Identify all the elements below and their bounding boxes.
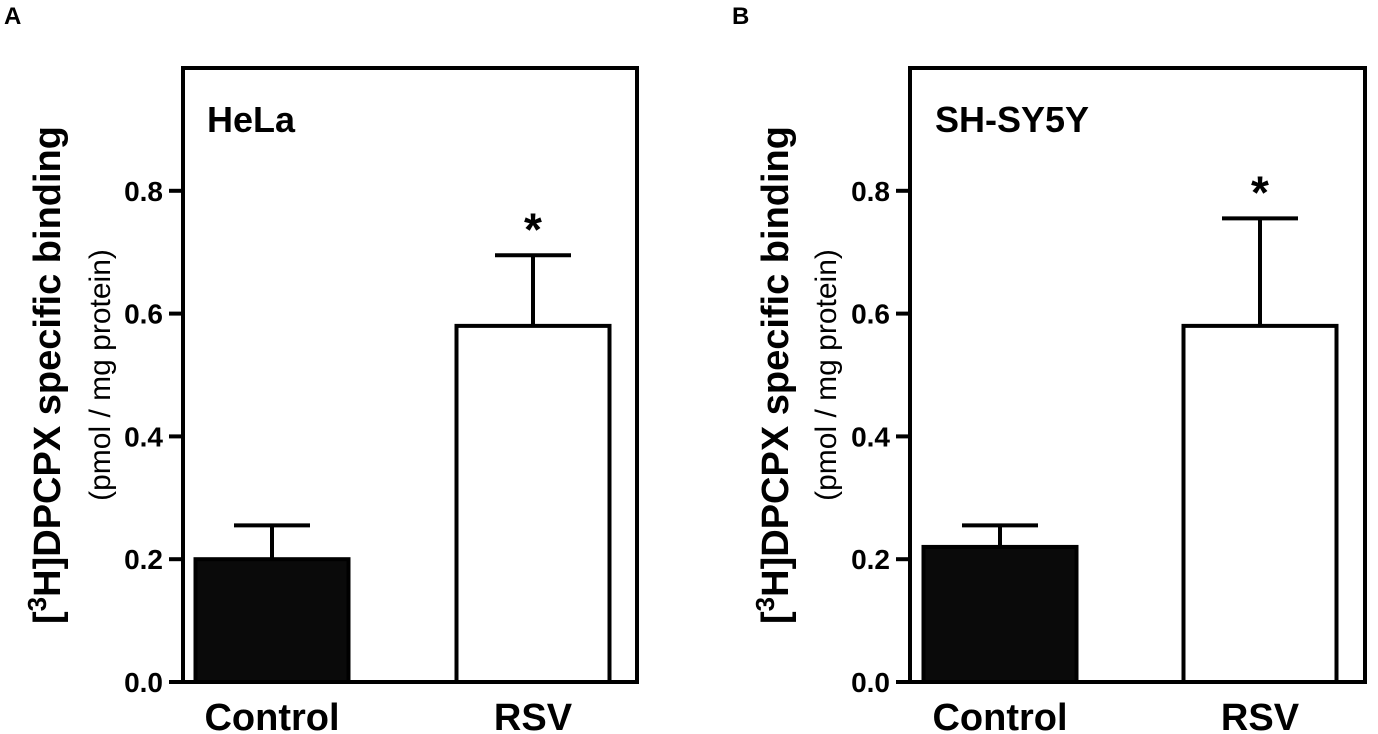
y-axis-label-main: DPCPX specific binding [755, 126, 797, 557]
y-tick-label: 0.8 [851, 176, 890, 207]
plot-frame [181, 66, 639, 684]
panel-label: B [732, 3, 749, 30]
y-axis-label: [3H]DPCPX specific binding [750, 126, 797, 624]
significance-asterisk: * [524, 203, 542, 255]
y-tick-label: 0.6 [851, 299, 890, 330]
y-ticks: 0.0 0.2 0.4 0.6 0.8 [124, 176, 183, 698]
x-category-label: RSV [1221, 697, 1300, 734]
y-tick-label: 0.2 [851, 544, 890, 575]
y-tick-label: 0.8 [124, 176, 163, 207]
y-axis-label: [3H]DPCPX specific binding [22, 126, 69, 624]
x-category-label: RSV [494, 697, 573, 734]
y-ticks: 0.0 0.2 0.4 0.6 0.8 [851, 176, 910, 698]
bar-rsv [1181, 323, 1339, 684]
y-tick-label: 0.0 [124, 667, 163, 698]
panel-label: A [4, 3, 21, 30]
cell-line-label: SH-SY5Y [935, 99, 1089, 140]
y-tick-label: 0.2 [124, 544, 163, 575]
bar-control [921, 544, 1079, 684]
x-category-label: Control [932, 697, 1067, 734]
y-axis-sublabel: (pmol / mg protein) [84, 249, 117, 501]
plot-frame [908, 66, 1367, 684]
y-tick-label: 0.4 [851, 421, 890, 452]
bar-rsv [454, 323, 612, 684]
x-category-label: Control [204, 697, 339, 734]
y-axis-label-superscript: 3 [22, 597, 52, 611]
panel-a: A [3H]DPCPX specific binding (pmol / mg … [4, 3, 639, 734]
bars: Control * RSV [193, 203, 612, 734]
significance-asterisk: * [1251, 166, 1269, 218]
y-tick-label: 0.6 [124, 299, 163, 330]
panel-b: B [3H]DPCPX specific binding (pmol / mg … [732, 3, 1367, 734]
cell-line-label: HeLa [207, 99, 296, 140]
y-tick-label: 0.0 [851, 667, 890, 698]
y-axis-label-superscript: 3 [750, 597, 780, 611]
y-axis-sublabel: (pmol / mg protein) [810, 249, 843, 501]
y-tick-label: 0.4 [124, 421, 163, 452]
bar-control [193, 557, 351, 685]
y-axis-label-main: DPCPX specific binding [27, 126, 69, 557]
bars: Control * RSV [921, 166, 1339, 734]
